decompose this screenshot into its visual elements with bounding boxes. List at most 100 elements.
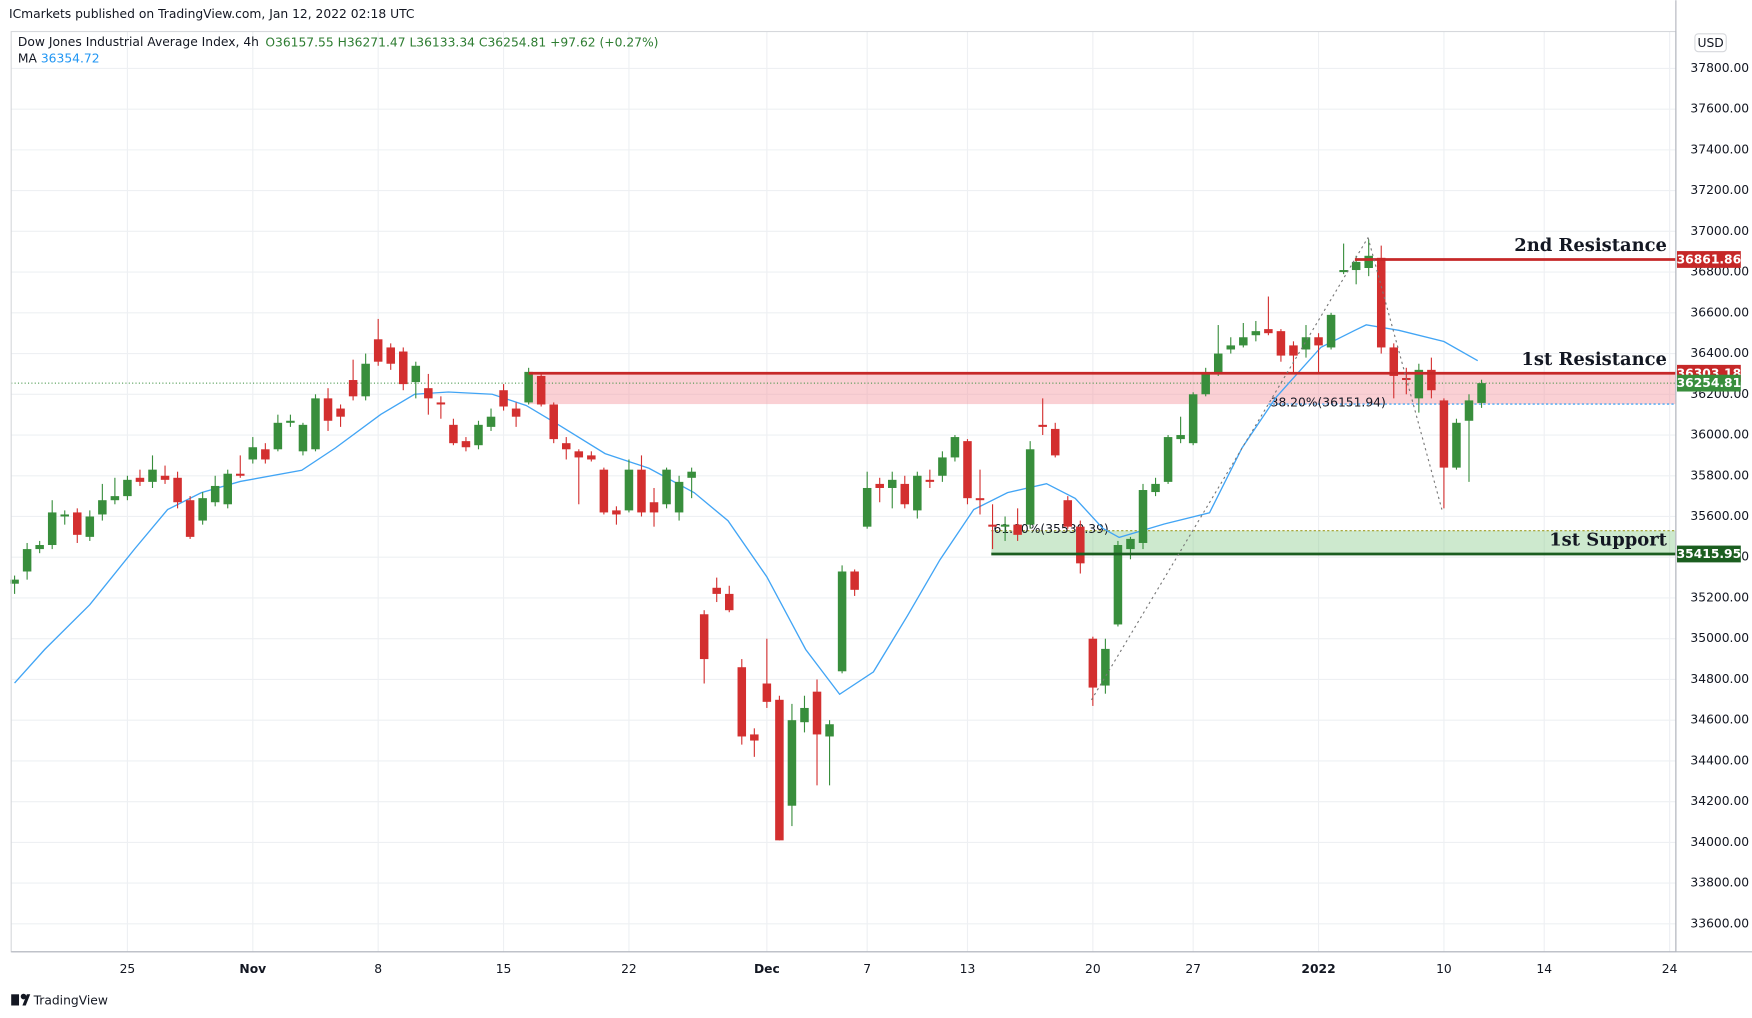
candle-body: [198, 498, 207, 521]
y-tick-label: 35800.00: [1690, 468, 1749, 482]
candle-body: [925, 479, 935, 482]
candle-body: [298, 424, 308, 452]
level-name: 1st Resistance: [1521, 349, 1666, 370]
candle-body: [148, 469, 157, 482]
candle-body: [800, 707, 809, 723]
candle-body: [323, 398, 333, 421]
ma-name: MA: [18, 51, 38, 65]
candle-body: [950, 437, 960, 458]
y-tick-label: 36600.00: [1690, 305, 1749, 319]
candle-body: [135, 477, 145, 482]
candle-body: [35, 545, 44, 550]
candle-body: [988, 524, 997, 527]
close-label: C36254.81: [479, 35, 546, 49]
high-label: H36271.47: [338, 35, 406, 49]
candle-body: [373, 339, 383, 362]
candle-body: [524, 371, 533, 403]
logo-shape: [22, 994, 31, 1006]
candle-body: [662, 469, 671, 505]
candle-body: [737, 667, 747, 737]
candle-body: [1376, 257, 1386, 348]
x-tick-label: 27: [1185, 962, 1201, 976]
candle-body: [938, 457, 947, 476]
candle-body: [637, 469, 646, 513]
candle-body: [812, 691, 822, 735]
candle-body: [399, 351, 408, 385]
candle-body: [411, 365, 421, 383]
candle-body: [1452, 422, 1461, 468]
y-tick-label: 37000.00: [1690, 224, 1749, 238]
y-tick-label: 34200.00: [1690, 794, 1749, 808]
candle-body: [436, 402, 446, 405]
price-tag: [1676, 374, 1741, 392]
y-tick-label: 34800.00: [1690, 672, 1749, 686]
y-tick-label: 35200.00: [1690, 590, 1749, 604]
candle-body: [674, 481, 684, 513]
candle-body: [486, 416, 496, 427]
candle-body: [1188, 394, 1198, 444]
candle-body: [474, 424, 483, 446]
y-tick-label: 33600.00: [1690, 916, 1749, 930]
candle-body: [862, 487, 872, 527]
candle-body: [1063, 500, 1073, 527]
candle-body: [123, 479, 132, 497]
candle-body: [1339, 270, 1348, 273]
candle-body: [1025, 449, 1035, 525]
candle-body: [1013, 524, 1022, 535]
currency-box[interactable]: [1694, 33, 1727, 53]
candle-body: [612, 510, 621, 515]
y-tick-label: 36000.00: [1690, 428, 1749, 442]
candle-body: [875, 483, 884, 488]
candle-body: [499, 390, 508, 407]
candle-body: [1163, 437, 1173, 482]
change-label: +97.62 (+0.27%): [550, 35, 658, 49]
candle-body: [10, 579, 19, 584]
price-tag: [1676, 251, 1741, 268]
x-tick-label: 8: [374, 962, 382, 976]
x-tick-label: 2022: [1301, 962, 1335, 976]
candle-body: [1314, 337, 1323, 346]
candle-body: [1427, 369, 1436, 391]
candle-body: [1213, 353, 1223, 374]
y-tick-label: 36400.00: [1690, 346, 1749, 360]
symbol-title: Dow Jones Industrial Average Index, 4h: [18, 35, 259, 49]
candle-body: [599, 469, 609, 513]
candle-body: [1264, 329, 1273, 334]
y-tick-label: 33800.00: [1690, 876, 1749, 890]
candle-body: [913, 475, 922, 511]
y-tick-label: 37800.00: [1690, 61, 1749, 75]
x-tick-label: 13: [960, 962, 976, 976]
candle-body: [1101, 648, 1110, 686]
price-zone: [991, 530, 1676, 554]
y-tick-label: 35000.00: [1690, 631, 1749, 645]
candle-body: [461, 441, 471, 448]
price-tag: [1676, 545, 1741, 563]
candle-body: [1477, 383, 1486, 403]
level-name: 1st Support: [1549, 530, 1667, 551]
candle-body: [649, 502, 659, 513]
candle-body: [311, 398, 320, 450]
x-tick-label: 15: [496, 962, 512, 976]
x-tick-label: 14: [1536, 962, 1552, 976]
candle-body: [361, 363, 370, 397]
x-tick-label: 22: [621, 962, 637, 976]
x-tick-label: 24: [1662, 962, 1678, 976]
price-zone: [528, 373, 1676, 405]
candle-body: [750, 734, 759, 741]
y-tick-label: 34600.00: [1690, 713, 1749, 727]
y-tick-label: 34000.00: [1690, 835, 1749, 849]
candle-body: [348, 380, 358, 397]
candle-body: [173, 477, 182, 503]
candle-body: [887, 479, 897, 488]
ma-line: [14, 324, 1479, 696]
candle-body: [1138, 490, 1148, 543]
candle-body: [110, 496, 120, 501]
candle-body: [775, 699, 784, 841]
candle-body: [1351, 261, 1361, 271]
candle-body: [273, 422, 283, 450]
candle-body: [286, 420, 295, 423]
candle-body: [850, 571, 859, 590]
candle-body: [210, 485, 220, 503]
